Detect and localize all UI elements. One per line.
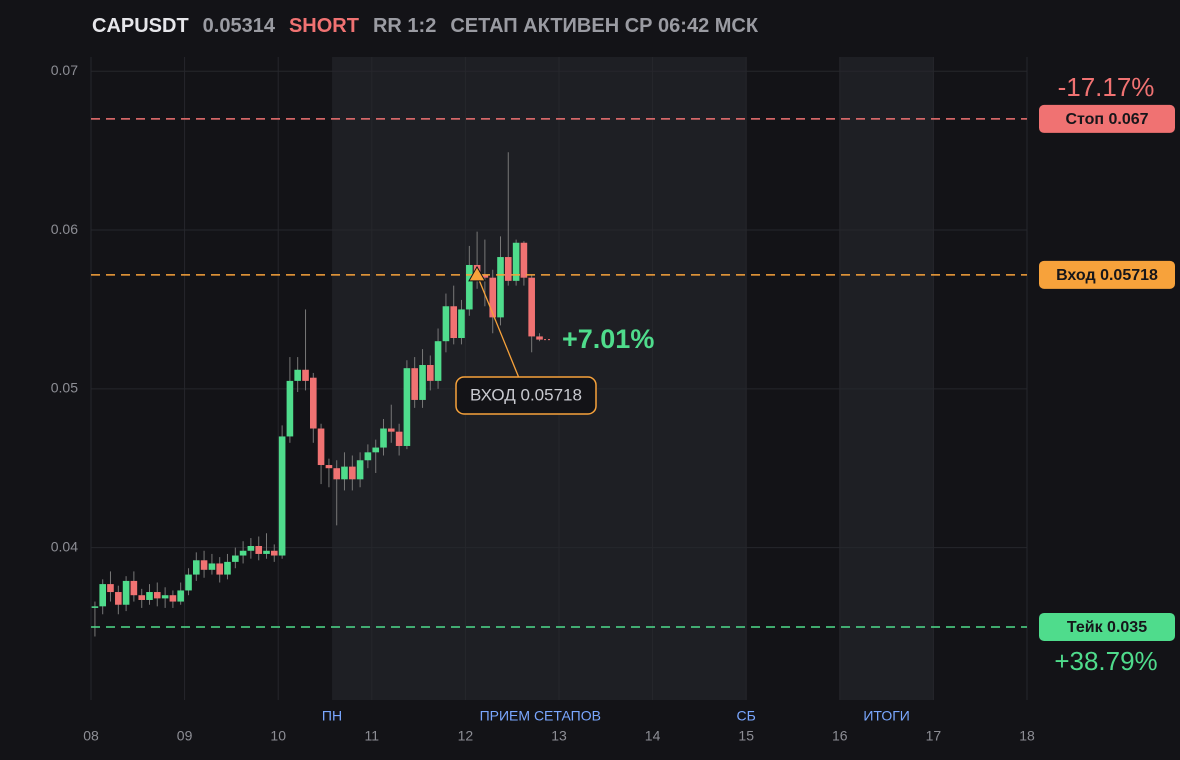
candle-body bbox=[138, 595, 146, 600]
candle-body bbox=[411, 368, 418, 400]
level-label: Вход 0.05718 bbox=[1056, 267, 1158, 284]
level-pct: -17.17% bbox=[1058, 72, 1155, 102]
candle-body bbox=[349, 466, 356, 480]
callout-label: ВХОД 0.05718 bbox=[470, 385, 582, 404]
candle-body bbox=[255, 545, 263, 554]
candle-body bbox=[333, 468, 341, 480]
candle-body bbox=[208, 563, 216, 570]
candle-body bbox=[200, 560, 208, 570]
candle-body bbox=[442, 306, 450, 342]
entry-marker bbox=[468, 265, 486, 282]
candle-body bbox=[122, 580, 130, 605]
x-tick-label: 17 bbox=[926, 728, 942, 744]
candle-body bbox=[302, 369, 309, 381]
x-tick-label: 18 bbox=[1019, 728, 1035, 744]
callout-line bbox=[476, 274, 520, 379]
candle-body bbox=[239, 550, 247, 556]
candle-body bbox=[247, 545, 255, 551]
x-tick-label: 12 bbox=[458, 728, 474, 744]
level-tag bbox=[1039, 612, 1175, 641]
x-tick-label: 11 bbox=[365, 728, 380, 744]
candle-body bbox=[395, 431, 403, 446]
candle-body bbox=[107, 584, 114, 593]
x-tick-label: 08 bbox=[83, 728, 99, 744]
candle-body bbox=[450, 306, 458, 339]
candle-body bbox=[528, 277, 535, 337]
candle-body bbox=[177, 590, 184, 602]
y-tick-label: 0.05 bbox=[51, 380, 78, 396]
candle-body bbox=[146, 592, 153, 600]
session-label: СБ bbox=[737, 708, 756, 724]
candle-body bbox=[294, 369, 301, 381]
candle-body bbox=[387, 428, 395, 432]
candle-body bbox=[278, 436, 286, 556]
x-tick-label: 13 bbox=[551, 728, 567, 744]
candle-body bbox=[356, 460, 364, 480]
current-pct: +7.01% bbox=[562, 324, 654, 354]
candle-body bbox=[364, 452, 372, 461]
y-tick-label: 0.07 bbox=[51, 62, 78, 78]
candle-body bbox=[426, 365, 434, 381]
candle-body bbox=[224, 561, 231, 575]
candle-body bbox=[325, 465, 333, 469]
candle-body bbox=[99, 584, 107, 607]
rr: RR 1:2 bbox=[372, 15, 437, 37]
header: CAPUSDT 0.05314 SHORT RR 1:2 СЕТАП АКТИВ… bbox=[92, 15, 758, 38]
y-tick-label: 0.04 bbox=[51, 538, 78, 554]
x-tick-label: 14 bbox=[645, 728, 661, 744]
candle-body bbox=[161, 595, 169, 599]
session-label: ПН bbox=[322, 708, 342, 724]
candle-body bbox=[270, 550, 278, 556]
level-tag bbox=[1039, 260, 1175, 289]
candle-body bbox=[434, 341, 442, 381]
candle-body bbox=[286, 380, 294, 437]
session-label: ПРИЕМ СЕТАПОВ bbox=[480, 708, 601, 724]
candle-body bbox=[419, 365, 426, 400]
x-tick-label: 10 bbox=[270, 728, 286, 744]
level-label: Стоп 0.067 bbox=[1065, 111, 1148, 128]
candle-body bbox=[380, 428, 387, 448]
candle-body bbox=[512, 242, 520, 281]
candle-body bbox=[520, 242, 528, 278]
x-tick-label: 09 bbox=[177, 728, 193, 744]
x-tick-label: 16 bbox=[832, 728, 848, 744]
candle-body bbox=[115, 592, 122, 605]
candle-body bbox=[403, 368, 411, 446]
symbol: CAPUSDT bbox=[92, 15, 189, 37]
candle-body bbox=[185, 574, 192, 591]
candle-body bbox=[130, 580, 138, 596]
candle-body bbox=[489, 277, 497, 318]
candle-body bbox=[504, 257, 512, 281]
x-tick-label: 15 bbox=[738, 728, 754, 744]
candle-body bbox=[372, 447, 380, 453]
candle-body bbox=[153, 592, 161, 599]
candle-body bbox=[232, 555, 239, 562]
candle-body bbox=[216, 563, 224, 575]
status: СЕТАП АКТИВЕН СР 06:42 МСК bbox=[450, 15, 759, 37]
level-tag bbox=[1039, 104, 1175, 133]
callout-box bbox=[455, 376, 597, 415]
candle-body bbox=[536, 336, 543, 340]
candle-body bbox=[317, 428, 325, 466]
side: SHORT bbox=[288, 15, 359, 37]
session-zone bbox=[839, 57, 934, 700]
candle-body bbox=[497, 257, 504, 318]
candle-body bbox=[263, 550, 270, 554]
candle-body bbox=[309, 377, 317, 429]
candle-body bbox=[341, 466, 348, 480]
y-tick-label: 0.06 bbox=[51, 221, 78, 237]
price: 0.05314 bbox=[202, 15, 275, 37]
candle-body bbox=[466, 264, 473, 310]
candle-body bbox=[91, 606, 99, 608]
session-label: ИТОГИ bbox=[863, 708, 910, 724]
candle-body bbox=[458, 309, 465, 339]
level-label: Тейк 0.035 bbox=[1067, 619, 1147, 636]
candle-body bbox=[192, 560, 200, 575]
candle-body bbox=[169, 595, 177, 602]
candle-body bbox=[481, 274, 489, 278]
level-pct: +38.79% bbox=[1054, 646, 1157, 676]
